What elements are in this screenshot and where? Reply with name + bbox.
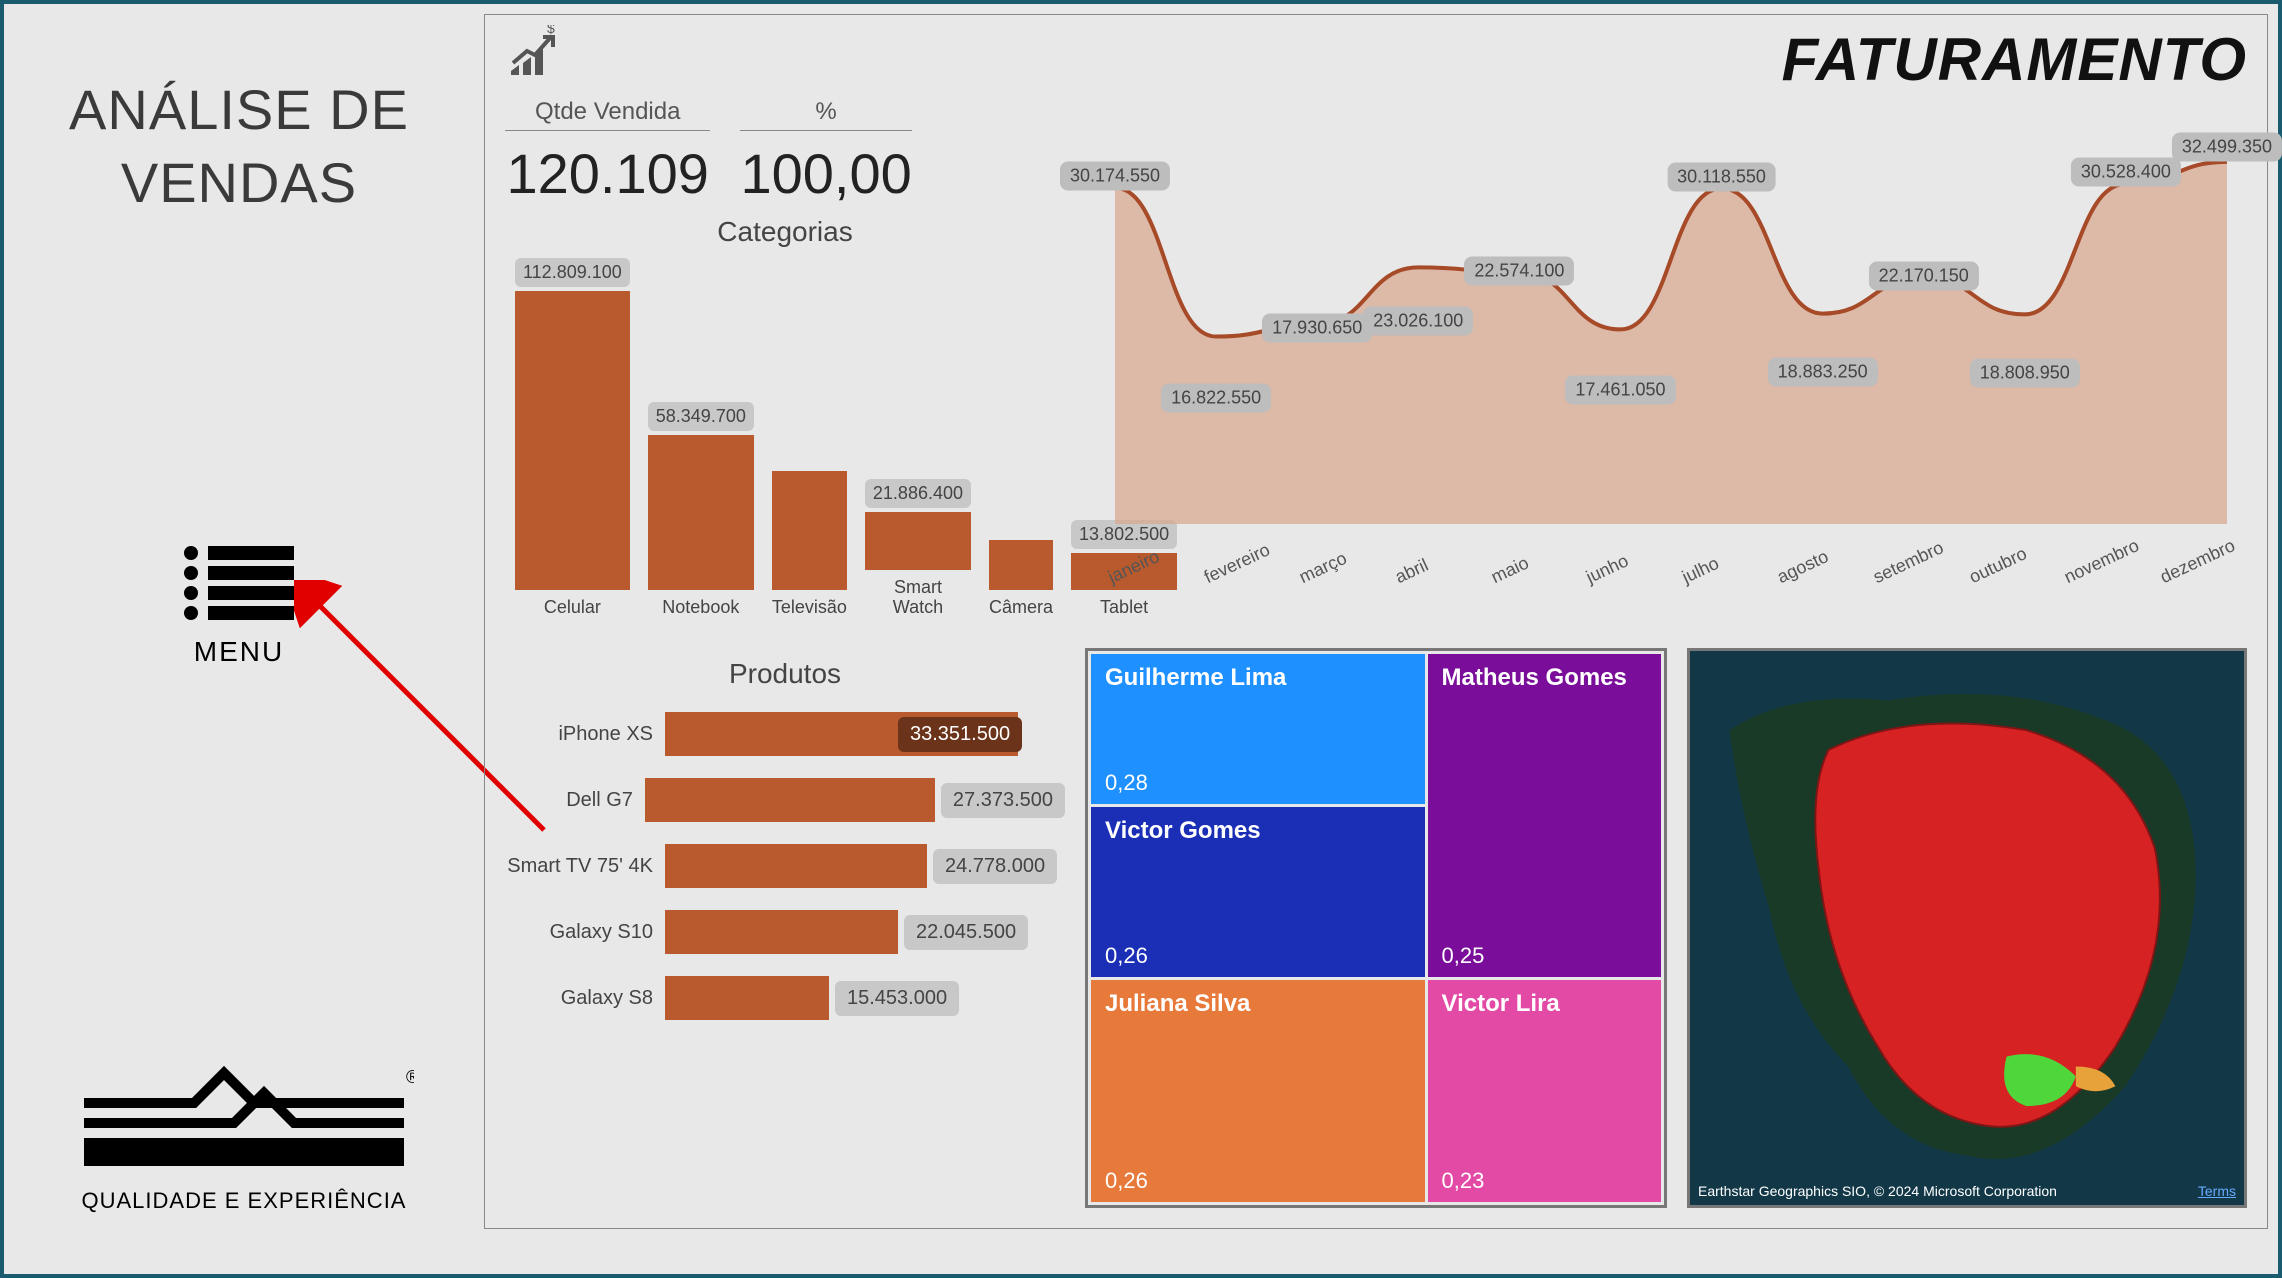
area-point-label: 17.930.650 <box>1262 314 1372 343</box>
bar-x-label: Celular <box>544 598 601 618</box>
area-point-label: 22.574.100 <box>1464 256 1574 285</box>
bar-televisão[interactable]: Televisão <box>772 471 847 618</box>
produtos-chart[interactable]: Produtos iPhone XS 33.351.500 Dell G7 27.37… <box>505 648 1065 1208</box>
treemap-name: Guilherme Lima <box>1105 664 1411 692</box>
hbar-rect <box>665 910 898 954</box>
kpi-pct-value: 100,00 <box>740 141 911 206</box>
bar-value-label: 112.809.100 <box>515 258 630 287</box>
hbar-label: Galaxy S8 <box>505 987 665 1010</box>
bar-value-label: 58.349.700 <box>648 402 754 431</box>
treemap-cell-victor-gomes[interactable]: Victor Gomes 0,26 <box>1091 807 1425 977</box>
produtos-title: Produtos <box>505 658 1065 690</box>
bar-rect <box>865 512 971 570</box>
trend-icon: $ <box>505 25 561 93</box>
hbar-value: 24.778.000 <box>933 849 1057 884</box>
bar-rect <box>515 291 630 590</box>
categorias-title: Categorias <box>505 216 1065 248</box>
treemap-cell-matheus-gomes[interactable]: Matheus Gomes 0,25 <box>1428 654 1661 977</box>
hbar-dell-g7[interactable]: Dell G7 27.373.500 <box>505 778 1065 822</box>
area-point-label: 30.528.400 <box>2071 157 2181 186</box>
svg-text:®: ® <box>406 1067 414 1087</box>
map-terms-link[interactable]: Terms <box>2198 1183 2236 1199</box>
treemap-cell-victor-lira[interactable]: Victor Lira 0,23 <box>1428 980 1661 1202</box>
categorias-chart[interactable]: 112.809.100 Celular 58.349.700 Notebook Tele… <box>505 258 1065 618</box>
treemap-value: 0,23 <box>1442 1168 1485 1194</box>
hbar-smart-tv-75'-4k[interactable]: Smart TV 75' 4K 24.778.000 <box>505 844 1065 888</box>
hbar-galaxy-s8[interactable]: Galaxy S8 15.453.000 <box>505 976 1065 1020</box>
main-panel: $ FATURAMENTO Qtde Vendida 120.109 % 100… <box>484 14 2268 1229</box>
bar-value-label: 21.886.400 <box>865 479 971 508</box>
kpi-qtde-label: Qtde Vendida <box>505 94 710 131</box>
map-attribution: Earthstar Geographics SIO, © 2024 Micros… <box>1698 1183 2236 1199</box>
treemap-name: Matheus Gomes <box>1442 664 1647 692</box>
hbar-rect <box>645 778 935 822</box>
kpi-pct: % 100,00 <box>740 94 911 206</box>
bar-rect <box>648 435 754 590</box>
kpi-pct-label: % <box>740 94 911 131</box>
bar-notebook[interactable]: 58.349.700 Notebook <box>648 402 754 618</box>
kpi-and-categories: Qtde Vendida 120.109 % 100,00 Categorias… <box>505 94 1065 618</box>
area-point-label: 32.499.350 <box>2172 133 2282 162</box>
hbar-value: 33.351.500 <box>898 717 1022 752</box>
map-svg <box>1690 651 2244 1205</box>
area-point-label: 22.170.150 <box>1869 261 1979 290</box>
bar-smart watch[interactable]: 21.886.400 SmartWatch <box>865 479 971 618</box>
treemap-value: 0,25 <box>1442 943 1485 969</box>
hbar-value: 15.453.000 <box>835 981 959 1016</box>
brazil-map[interactable]: Earthstar Geographics SIO, © 2024 Micros… <box>1687 648 2247 1208</box>
treemap-value: 0,28 <box>1105 770 1148 796</box>
kpi-qtde: Qtde Vendida 120.109 <box>505 94 710 206</box>
area-point-label: 23.026.100 <box>1363 306 1473 335</box>
hbar-label: Galaxy S10 <box>505 921 665 944</box>
treemap-name: Juliana Silva <box>1105 990 1411 1018</box>
hbar-label: Smart TV 75' 4K <box>505 855 665 878</box>
bar-x-label: SmartWatch <box>893 578 943 618</box>
treemap-cell-juliana-silva[interactable]: Juliana Silva 0,26 <box>1091 980 1425 1202</box>
area-point-label: 18.808.950 <box>1970 359 2080 388</box>
kpi-qtde-value: 120.109 <box>505 141 710 206</box>
bar-rect <box>989 540 1053 590</box>
bar-x-label: Câmera <box>989 598 1053 618</box>
hbar-galaxy-s10[interactable]: Galaxy S10 22.045.500 <box>505 910 1065 954</box>
monthly-area-chart[interactable]: 30.174.55016.822.55017.930.65023.026.100… <box>1095 94 2247 618</box>
treemap-value: 0,26 <box>1105 1168 1148 1194</box>
area-point-label: 17.461.050 <box>1565 375 1675 404</box>
menu-icon <box>184 540 294 626</box>
area-point-label: 30.174.550 <box>1060 162 1170 191</box>
bar-x-label: Notebook <box>662 598 739 618</box>
area-point-label: 18.883.250 <box>1768 358 1878 387</box>
bar-x-label: Televisão <box>772 598 847 618</box>
treemap-cell-guilherme-lima[interactable]: Guilherme Lima 0,28 <box>1091 654 1425 804</box>
svg-text:$: $ <box>547 25 555 36</box>
bar-rect <box>772 471 847 590</box>
treemap-name: Victor Lira <box>1442 990 1647 1018</box>
sidebar: ANÁLISE DE VENDAS MENU ® QUALIDADE E EXP… <box>4 4 474 1274</box>
hbar-value: 22.045.500 <box>904 915 1028 950</box>
bar-câmera[interactable]: Câmera <box>989 540 1053 618</box>
area-point-label: 30.118.550 <box>1667 162 1776 191</box>
hbar-value: 27.373.500 <box>941 783 1065 818</box>
treemap-value: 0,26 <box>1105 943 1148 969</box>
area-point-label: 16.822.550 <box>1161 383 1271 412</box>
page-title: FATURAMENTO <box>1782 25 2247 94</box>
hbar-label: Dell G7 <box>505 789 645 812</box>
hbar-label: iPhone XS <box>505 723 665 746</box>
menu-button[interactable]: MENU <box>34 540 444 668</box>
logo-icon: ® <box>74 1063 414 1173</box>
sidebar-title: ANÁLISE DE VENDAS <box>34 74 444 220</box>
logo-tagline: QUALIDADE E EXPERIÊNCIA <box>64 1188 424 1214</box>
menu-label: MENU <box>34 636 444 668</box>
hbar-rect <box>665 976 829 1020</box>
bar-celular[interactable]: 112.809.100 Celular <box>515 258 630 618</box>
hbar-rect <box>665 844 927 888</box>
vendedores-treemap[interactable]: Guilherme Lima0,28Victor Gomes0,26Julian… <box>1085 648 1667 1208</box>
hbar-iphone-xs[interactable]: iPhone XS 33.351.500 <box>505 712 1065 756</box>
logo: ® QUALIDADE E EXPERIÊNCIA <box>64 1063 424 1214</box>
treemap-name: Victor Gomes <box>1105 817 1411 845</box>
